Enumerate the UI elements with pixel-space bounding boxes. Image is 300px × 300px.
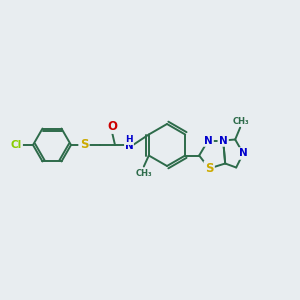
Text: H: H xyxy=(125,136,133,145)
Text: O: O xyxy=(107,119,117,133)
Text: N: N xyxy=(124,141,134,151)
Text: S: S xyxy=(205,162,213,175)
Text: N: N xyxy=(239,148,248,158)
Text: N: N xyxy=(219,136,228,146)
Text: S: S xyxy=(80,139,88,152)
Text: CH₃: CH₃ xyxy=(233,117,250,126)
Text: CH₃: CH₃ xyxy=(136,169,152,178)
Text: Cl: Cl xyxy=(11,140,22,150)
Text: N: N xyxy=(204,136,213,146)
